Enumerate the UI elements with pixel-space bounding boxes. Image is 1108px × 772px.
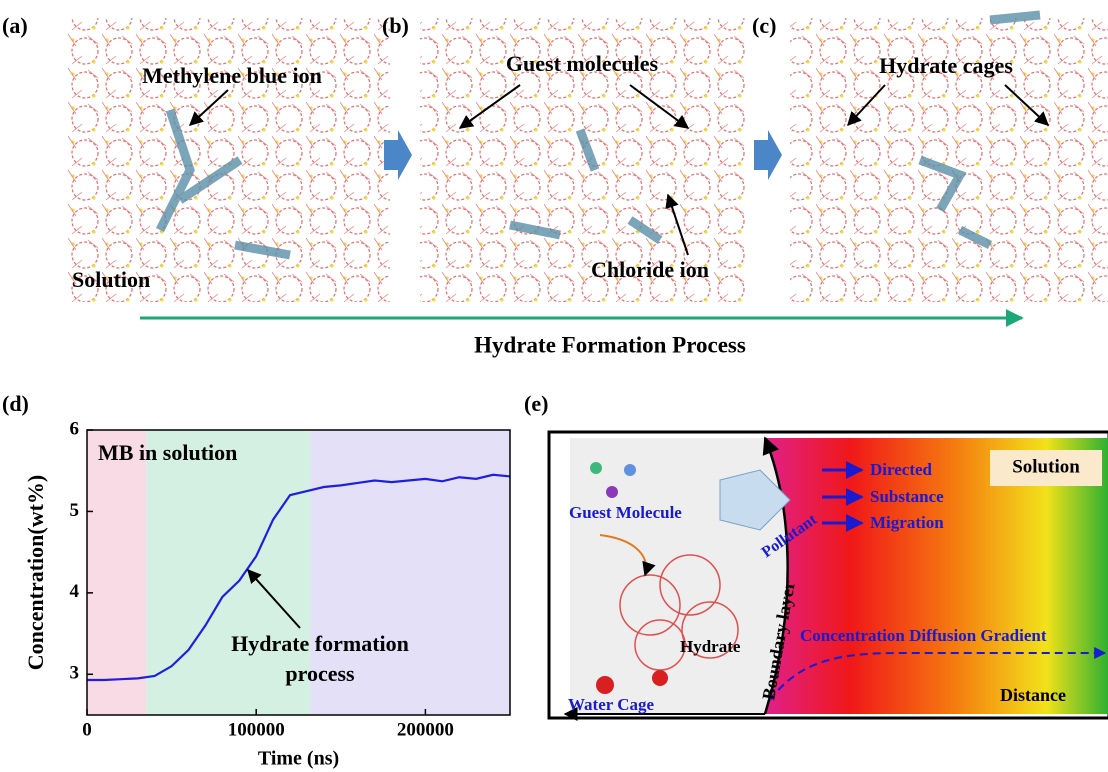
y-tick-label: 5 bbox=[70, 500, 80, 521]
annotation: MB in solution bbox=[98, 440, 237, 465]
x-axis-label: Time (ns) bbox=[258, 748, 339, 770]
label: Solution bbox=[1012, 456, 1080, 477]
line-chart: 3 4 5 6 0 100000 200000 Time (ns) Concentration(… bbox=[23, 418, 510, 769]
atom bbox=[652, 670, 668, 686]
panel-label: (c) bbox=[752, 13, 776, 38]
x-tick-label: 0 bbox=[82, 719, 92, 740]
process-label: Hydrate Formation Process bbox=[474, 332, 746, 357]
x-tick-label: 200000 bbox=[397, 719, 454, 740]
label: Directed bbox=[870, 460, 933, 479]
y-tick-label: 4 bbox=[70, 581, 80, 602]
label: Water Cage bbox=[568, 695, 655, 714]
annotation: Hydrate formation bbox=[231, 631, 409, 656]
panel-label: (d) bbox=[2, 391, 29, 416]
label: Hydrate bbox=[680, 637, 741, 656]
annotation: Chloride ion bbox=[591, 257, 709, 282]
label: Substance bbox=[870, 487, 944, 506]
annotation: Guest molecules bbox=[506, 51, 659, 76]
label: Distance bbox=[1000, 685, 1066, 705]
panel-label: (e) bbox=[524, 391, 548, 416]
annotation: process bbox=[285, 661, 355, 686]
atom bbox=[606, 486, 618, 498]
label: Guest Molecule bbox=[569, 503, 682, 522]
annotation: Solution bbox=[72, 267, 150, 292]
atom bbox=[624, 464, 636, 476]
step-arrow bbox=[754, 130, 782, 180]
annotation: Hydrate cages bbox=[879, 53, 1013, 78]
panel-label: (a) bbox=[2, 13, 28, 38]
panel-label: (b) bbox=[382, 13, 409, 38]
label: Migration bbox=[870, 513, 944, 532]
figure: (a) (b) (c) Methylene blue ion Solution … bbox=[0, 0, 1108, 772]
region bbox=[87, 430, 146, 715]
atom bbox=[596, 676, 614, 694]
x-tick-label: 100000 bbox=[228, 719, 285, 740]
y-axis-label: Concentration(wt%) bbox=[23, 475, 48, 671]
y-tick-label: 6 bbox=[70, 418, 80, 439]
annotation: Methylene blue ion bbox=[142, 63, 322, 88]
diagram: Solution Directed Substance Migration Gu… bbox=[549, 432, 1108, 718]
atom bbox=[590, 462, 602, 474]
md-snapshot bbox=[65, 18, 390, 302]
y-tick-label: 3 bbox=[70, 663, 80, 684]
label: Concentration Diffusion Gradient bbox=[800, 626, 1047, 645]
